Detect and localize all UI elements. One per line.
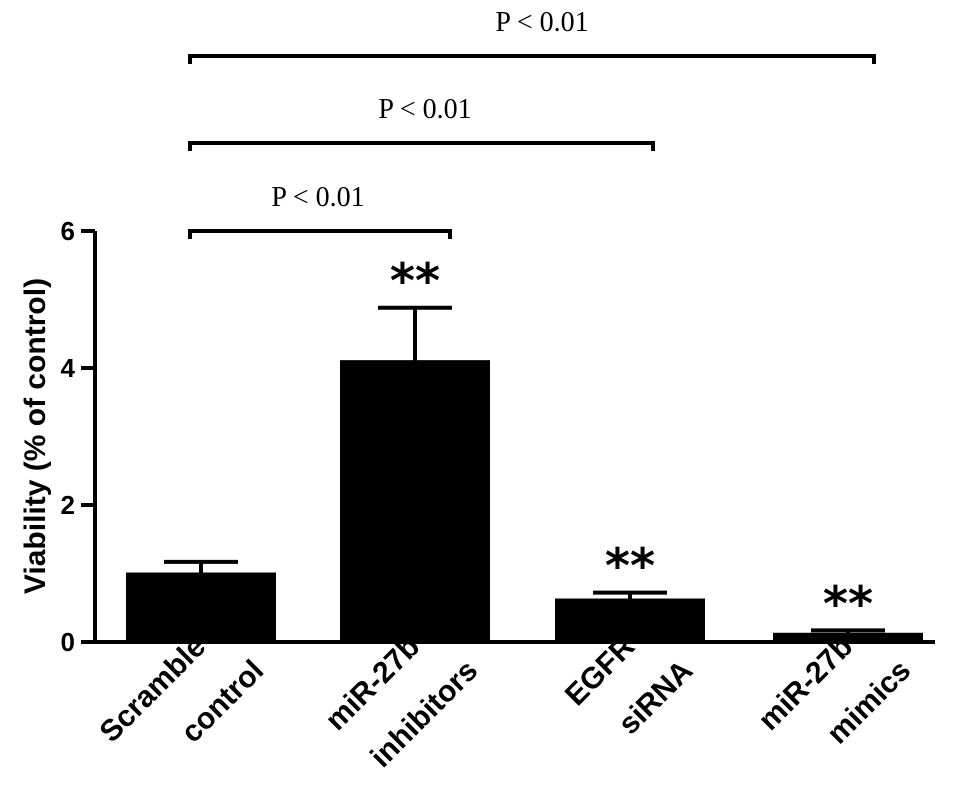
y-axis-title: Viability (% of control): [19, 278, 52, 594]
bar: [555, 598, 705, 644]
bar: [773, 632, 923, 644]
significance-marker: **: [605, 539, 655, 595]
bar: [126, 572, 276, 643]
error-bars: [164, 305, 885, 634]
comparison-bracket: [188, 54, 876, 64]
bars: [126, 360, 923, 644]
significance-marker: **: [823, 576, 873, 632]
comparison-brackets: P < 0.01 P < 0.01 P < 0.01: [188, 7, 876, 239]
y-tick-label: 2: [61, 490, 75, 520]
significance-marker: **: [390, 254, 440, 310]
comparison-bracket: [188, 141, 655, 151]
significance-markers: ** ** **: [390, 254, 873, 633]
y-tick-label: 6: [61, 216, 75, 246]
comparison-label: P < 0.01: [271, 182, 364, 213]
y-tick-label: 4: [61, 353, 76, 383]
comparison-label: P < 0.01: [495, 7, 588, 38]
bar: [340, 360, 490, 643]
y-tick-label: 0: [61, 627, 75, 657]
comparison-label: P < 0.01: [378, 94, 471, 125]
comparison-bracket: [188, 229, 452, 239]
